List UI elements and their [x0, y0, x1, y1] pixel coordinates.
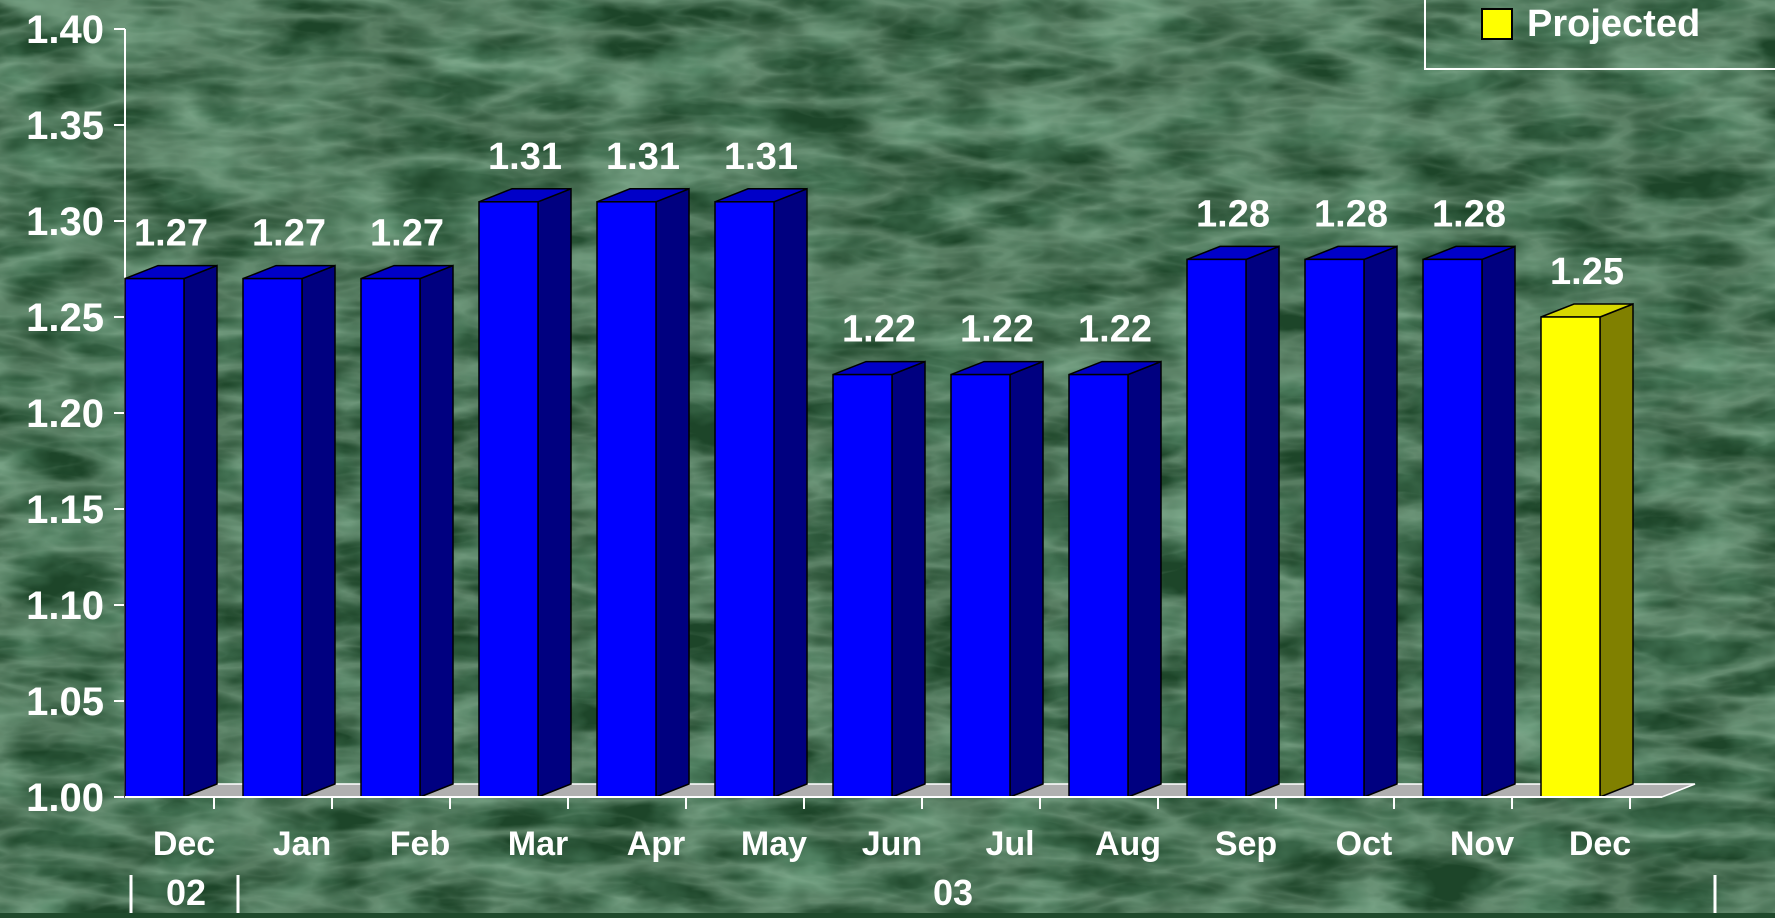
bar-projected: [1540, 302, 1634, 799]
x-tick-label: Feb: [390, 825, 450, 863]
x-tick-label: Jun: [862, 825, 922, 863]
bar: [1422, 245, 1516, 799]
y-tick-label: 1.10: [26, 584, 104, 628]
value-label: 1.22: [842, 309, 916, 351]
x-tick-label: Jan: [273, 825, 332, 863]
bar-side: [419, 264, 454, 799]
bar-side: [1245, 245, 1280, 799]
legend-label: Projected: [1527, 3, 1700, 45]
x-tick-label: Mar: [508, 825, 568, 863]
bar-side: [773, 187, 808, 799]
bar-front: [714, 201, 775, 798]
legend: Projected: [1424, 0, 1775, 70]
x-tick-label: Oct: [1336, 825, 1393, 863]
bar: [124, 264, 218, 799]
bar-side: [891, 360, 926, 799]
value-label: 1.27: [370, 213, 444, 255]
y-tick-label: 1.35: [26, 104, 104, 148]
bars: [124, 187, 1634, 799]
year-label: 03: [933, 872, 973, 913]
bar-side: [1009, 360, 1044, 799]
x-tick-label: Dec: [153, 825, 215, 863]
bar: [242, 264, 336, 799]
year-label: 02: [166, 872, 206, 913]
value-label: 1.22: [960, 309, 1034, 351]
y-tick-label: 1.20: [26, 392, 104, 436]
bar: [832, 360, 926, 799]
x-tick-label: Aug: [1095, 825, 1161, 863]
y-tick-label: 1.40: [26, 8, 104, 52]
bar: [360, 264, 454, 799]
y-tick-label: 1.30: [26, 200, 104, 244]
value-label: 1.31: [488, 136, 562, 178]
y-tick-label: 1.00: [26, 776, 104, 820]
x-tick-label: Dec: [1569, 825, 1631, 863]
bar: [1068, 360, 1162, 799]
value-label: 1.31: [606, 136, 680, 178]
bar-front: [596, 201, 657, 798]
x-tick-label: Apr: [627, 825, 686, 863]
legend-box: [1424, 0, 1775, 70]
y-tick-label: 1.25: [26, 296, 104, 340]
bar-front: [832, 373, 893, 798]
value-label: 1.28: [1196, 193, 1270, 235]
bar-front: [1068, 373, 1129, 798]
y-tick-label: 1.05: [26, 680, 104, 724]
value-label: 1.28: [1314, 193, 1388, 235]
bar-side: [183, 264, 218, 799]
bar-front: [1186, 258, 1247, 798]
bar-front: [124, 277, 185, 798]
x-tick-label: May: [741, 825, 807, 863]
legend-swatch-projected: [1481, 8, 1513, 40]
bar: [714, 187, 808, 799]
value-label: 1.28: [1432, 193, 1506, 235]
bar: [596, 187, 690, 799]
value-label: 1.27: [134, 213, 208, 255]
bar-side: [1481, 245, 1516, 799]
value-label: 1.22: [1078, 309, 1152, 351]
value-label: 1.27: [252, 213, 326, 255]
bar-side: [1599, 302, 1634, 799]
bar-front: [1304, 258, 1365, 798]
x-tick-label: Nov: [1450, 825, 1514, 863]
bar: [1186, 245, 1280, 799]
bar-front: [360, 277, 421, 798]
bar-front: [1540, 316, 1601, 798]
bar: [1304, 245, 1398, 799]
bar-front: [1422, 258, 1483, 798]
value-labels: 1.27 1.27 1.27 1.31 1.31 1.31 1.22 1.22 1.22 1.28…: [134, 136, 1624, 351]
bar-front: [950, 373, 1011, 798]
bar-side: [655, 187, 690, 799]
bar-side: [537, 187, 572, 799]
x-tick-label: Jul: [985, 825, 1034, 863]
x-tick-label: Sep: [1215, 825, 1277, 863]
y-tick-label: 1.15: [26, 488, 104, 532]
bar-front: [242, 277, 303, 798]
bar: [950, 360, 1044, 799]
bar-side: [1363, 245, 1398, 799]
bar-front: [478, 201, 539, 798]
bar: [478, 187, 572, 799]
value-label: 1.31: [724, 136, 798, 178]
x-axis: Dec Jan Feb Mar Apr May Jun Jul Aug Sep Oct Nov Dec 0…: [125, 796, 1717, 913]
value-label: 1.25: [1550, 251, 1624, 293]
bar-side: [301, 264, 336, 799]
bar-side: [1127, 360, 1162, 799]
